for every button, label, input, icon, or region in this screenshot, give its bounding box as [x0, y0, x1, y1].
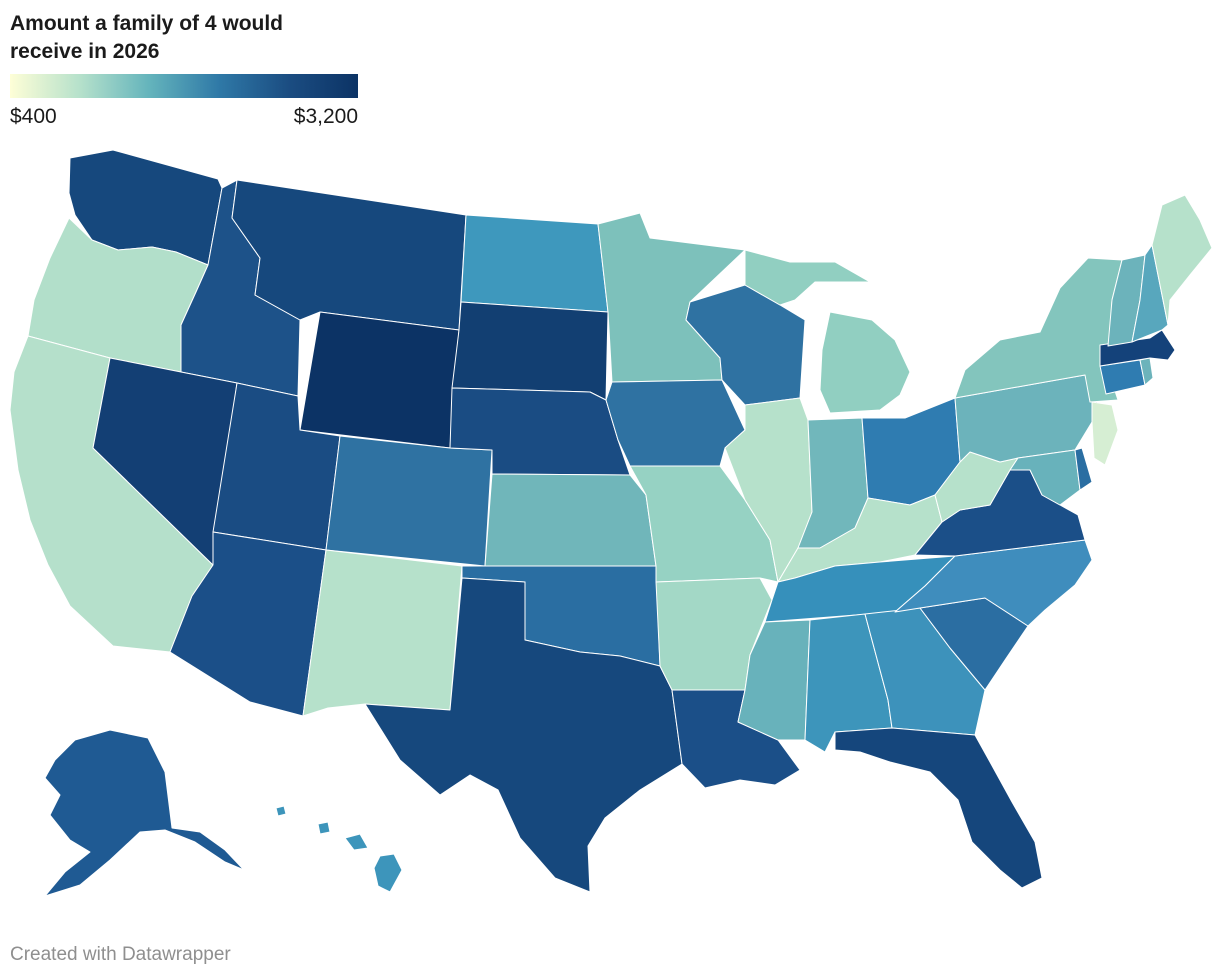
legend-min-label: $400: [10, 105, 57, 128]
map-title: Amount a family of 4 would receive in 20…: [10, 12, 284, 63]
state-FL[interactable]: Florida: [834, 727, 1043, 889]
state-NJ[interactable]: New Jersey: [1091, 401, 1119, 466]
state-HI[interactable]: Hawaii: [275, 805, 403, 893]
state-ND[interactable]: North Dakota: [460, 214, 609, 313]
chart-credit: Created with Datawrapper: [10, 944, 231, 965]
state-DE[interactable]: Delaware: [1074, 447, 1093, 491]
state-NY[interactable]: New York: [954, 257, 1123, 403]
legend-gradient-bar: [10, 74, 358, 98]
state-ME[interactable]: Maine: [1151, 194, 1213, 326]
state-WY[interactable]: Wyoming: [299, 311, 460, 449]
state-TX[interactable]: Texas: [364, 577, 683, 893]
state-SD[interactable]: South Dakota: [451, 301, 609, 401]
color-legend: $400 $3,200: [10, 74, 358, 133]
state-IA[interactable]: Iowa: [605, 379, 746, 467]
state-MO[interactable]: Missouri: [629, 465, 779, 583]
state-NC[interactable]: North Carolina: [894, 539, 1093, 627]
legend-max-label: $3,200: [293, 105, 358, 128]
state-MA[interactable]: Massachusetts: [1099, 329, 1176, 367]
state-MI[interactable]: Michigan: [744, 249, 911, 414]
state-KS[interactable]: Kansas: [484, 473, 657, 567]
us-choropleth-map: Washington Oregon California Idaho Nevad…: [9, 149, 1213, 897]
state-NM[interactable]: New Mexico: [302, 549, 463, 717]
state-AK[interactable]: Alaska: [44, 729, 245, 897]
state-CO[interactable]: Colorado: [325, 435, 493, 567]
